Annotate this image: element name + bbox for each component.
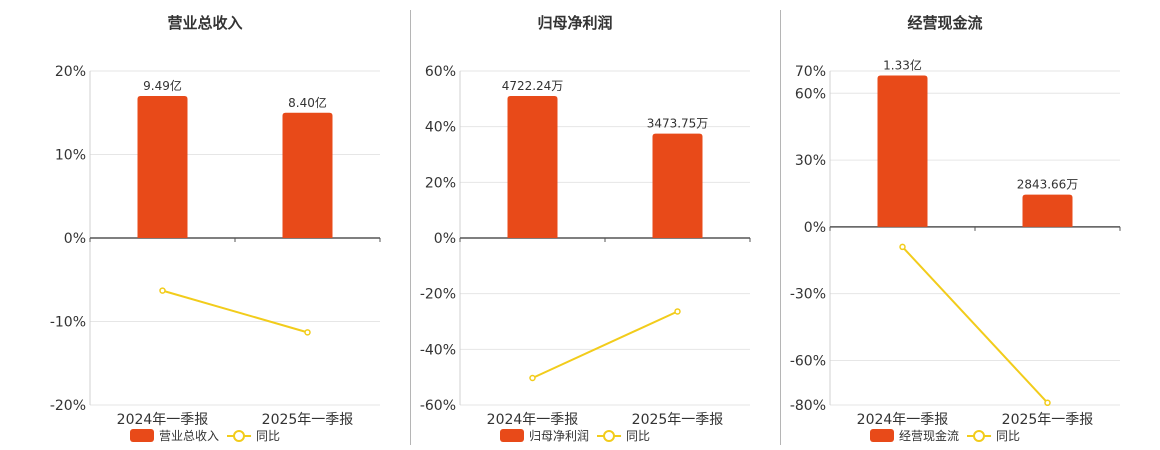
legend-item-bar[interactable]: 归母净利润 (499, 427, 589, 444)
cash-flow-chart: 70% 60% 30% 0% -30% -60% -80% 2024年一季报 2025年一季报 1… (790, 57, 1121, 428)
y-tick-label: -10% (50, 315, 86, 331)
legend-item-line[interactable]: 同比 (967, 427, 1020, 444)
legend-label: 经营现金流 (898, 429, 959, 443)
yoy-line (901, 246, 1049, 404)
yoy-point (899, 243, 906, 251)
legend-label: 同比 (996, 429, 1021, 443)
y-tick-label: 0% (64, 231, 86, 247)
yoy-point (1044, 399, 1051, 407)
yoy-point (674, 308, 681, 315)
legend-bar-swatch-icon (499, 429, 524, 442)
net-profit-chart-panel: 归母净利润 60% 40% 20% 0% -20% -40% -60% 2024年一季报 202… (390, 0, 760, 450)
category-label: 2025年一季报 (632, 412, 724, 428)
legend-line-swatch-icon (597, 429, 621, 442)
yoy-point (529, 374, 536, 382)
legend-item-bar[interactable]: 经营现金流 (869, 427, 959, 444)
y-tick-label: -80% (790, 398, 826, 414)
legend-label: 营业总收入 (158, 429, 219, 443)
y-tick-label: 30% (795, 153, 826, 169)
bar-value-label: 8.40亿 (288, 95, 327, 110)
bar (137, 96, 188, 238)
legend-bar-swatch-icon (129, 429, 154, 442)
net-profit-chart: 60% 40% 20% 0% -20% -40% -60% 2024年一季报 2025年一季报 4… (420, 64, 751, 428)
chart-legend: 经营现金流 同比 (760, 427, 1130, 444)
chart-legend: 归母净利润 同比 (390, 427, 760, 444)
y-tick-label: -40% (420, 342, 456, 358)
bar-value-label: 9.49亿 (143, 78, 182, 93)
category-label: 2025年一季报 (262, 412, 354, 428)
y-tick-label: -30% (790, 287, 826, 303)
y-tick-label: 0% (804, 220, 826, 236)
category-label: 2024年一季报 (857, 412, 949, 428)
category-label: 2025年一季报 (1002, 412, 1094, 428)
legend-item-line[interactable]: 同比 (597, 427, 650, 444)
bar (282, 112, 333, 238)
legend-label: 归母净利润 (528, 429, 589, 443)
y-tick-label: -20% (420, 287, 456, 303)
yoy-point (304, 329, 311, 336)
bar-value-label: 1.33亿 (883, 57, 922, 72)
y-tick-label: -60% (790, 353, 826, 369)
legend-line-swatch-icon (967, 429, 991, 442)
yoy-line (532, 310, 678, 379)
legend-label: 同比 (256, 429, 281, 443)
y-tick-label: 40% (425, 120, 456, 136)
bar (652, 133, 703, 238)
legend-bar-swatch-icon (869, 429, 894, 442)
y-tick-label: 10% (55, 148, 86, 164)
legend-label: 同比 (626, 429, 651, 443)
panel-divider (410, 10, 411, 445)
category-label: 2024年一季报 (117, 412, 209, 428)
y-tick-label: 70% (795, 64, 826, 80)
yoy-line (162, 289, 308, 334)
revenue-chart-panel: 营业总收入 20% 10% 0% -10% -20% 2024年一季报 2025年一季报 9.… (20, 0, 390, 450)
y-tick-label: 60% (795, 86, 826, 102)
y-tick-label: 20% (425, 175, 456, 191)
y-tick-label: 20% (55, 64, 86, 80)
yoy-point (159, 287, 166, 294)
bar-value-label: 4722.24万 (502, 79, 564, 93)
bar (1022, 194, 1073, 227)
legend-item-bar[interactable]: 营业总收入 (129, 427, 219, 444)
cash-flow-chart-panel: 经营现金流 70% 60% 30% 0% -30% -60% -80% 2024年一季报 202… (760, 0, 1130, 450)
bar-value-label: 3473.75万 (647, 117, 709, 131)
panel-divider (780, 10, 781, 445)
chart-legend: 营业总收入 同比 (20, 427, 390, 444)
y-tick-label: -60% (420, 398, 456, 414)
bar (877, 75, 928, 227)
chart-title: 营业总收入 (167, 14, 243, 32)
category-label: 2024年一季报 (487, 412, 579, 428)
y-tick-label: -20% (50, 398, 86, 414)
bar (507, 96, 558, 238)
chart-title: 经营现金流 (907, 14, 983, 32)
bar-value-label: 2843.66万 (1017, 178, 1079, 192)
legend-line-swatch-icon (227, 429, 251, 442)
revenue-chart: 20% 10% 0% -10% -20% 2024年一季报 2025年一季报 9.49亿 8.4… (50, 64, 381, 428)
chart-title: 归母净利润 (537, 14, 613, 32)
legend-item-line[interactable]: 同比 (227, 427, 280, 444)
y-tick-label: 60% (425, 64, 456, 80)
y-tick-label: 0% (434, 231, 456, 247)
